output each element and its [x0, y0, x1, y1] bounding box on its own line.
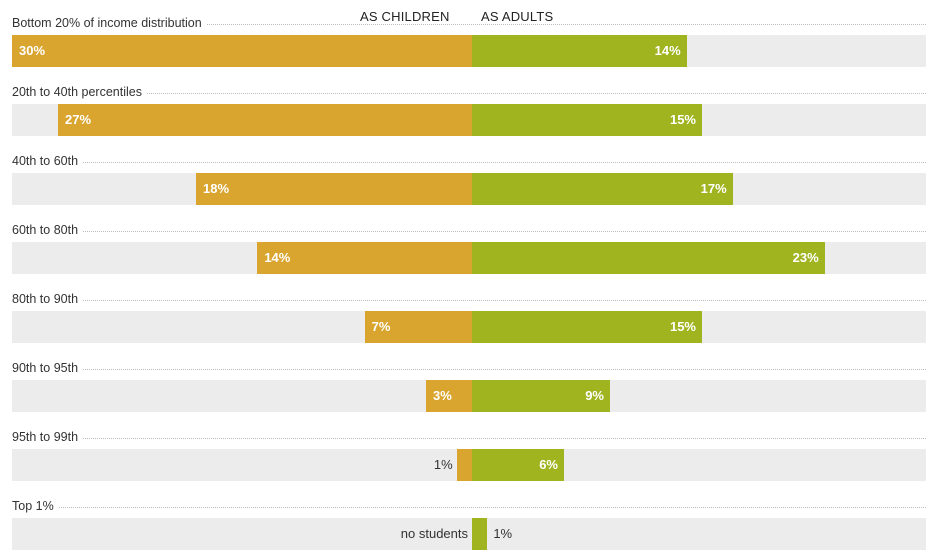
category-label: 40th to 60th	[12, 153, 83, 169]
bar-track	[12, 518, 926, 550]
row-divider	[12, 24, 926, 25]
row-divider	[12, 438, 926, 439]
bar-adults	[472, 380, 610, 412]
label-children: 27%	[65, 112, 92, 127]
bar-group: Bottom 20% of income distribution 30% 14%	[0, 15, 926, 75]
bar-children	[196, 173, 472, 205]
category-label: 60th to 80th	[12, 222, 83, 238]
bar-children	[257, 242, 472, 274]
bar-children	[456, 449, 472, 481]
bar-adults	[472, 104, 702, 136]
bar-group: 60th to 80th 14% 23%	[0, 222, 926, 282]
header-adults: AS ADULTS	[481, 9, 554, 24]
bar-children	[426, 380, 472, 412]
row-divider	[12, 93, 926, 94]
label-children: 14%	[264, 250, 291, 265]
bar-children	[58, 104, 472, 136]
bar-adults	[472, 449, 564, 481]
row-divider	[12, 300, 926, 301]
label-children: 18%	[203, 181, 230, 196]
row-divider	[12, 369, 926, 370]
category-label: Bottom 20% of income distribution	[12, 15, 206, 31]
label-children: 30%	[19, 43, 46, 58]
bar-adults	[472, 35, 687, 67]
label-children: no students	[400, 526, 468, 541]
bar-group: Top 1% no students 1%	[0, 498, 926, 558]
category-label: 20th to 40th percentiles	[12, 84, 146, 100]
bar-group: 90th to 95th 3% 9%	[0, 360, 926, 420]
bar-adults	[472, 311, 702, 343]
category-label: 90th to 95th	[12, 360, 83, 376]
bar-adults	[472, 173, 733, 205]
row-divider	[12, 507, 926, 508]
row-divider	[12, 231, 926, 232]
label-children: 7%	[371, 319, 391, 334]
bar-group: 40th to 60th 18% 17%	[0, 153, 926, 213]
category-label: 95th to 99th	[12, 429, 83, 445]
bar-adults	[472, 518, 488, 550]
category-label: Top 1%	[12, 498, 58, 514]
label-children: 3%	[433, 388, 452, 403]
label-adults: 1%	[493, 526, 513, 541]
label-adults: 6%	[539, 457, 558, 472]
header-children: AS CHILDREN	[360, 9, 450, 24]
bar-group: 95th to 99th 1% 6%	[0, 429, 926, 489]
bar-group: 20th to 40th percentiles 27% 15%	[0, 84, 926, 144]
label-adults: 17%	[700, 181, 727, 196]
label-adults: 23%	[792, 250, 819, 265]
bar-children	[364, 311, 472, 343]
bar-children	[12, 35, 472, 67]
label-adults: 9%	[585, 388, 604, 403]
row-divider	[12, 162, 926, 163]
bar-group: 80th to 90th 7% 15%	[0, 291, 926, 351]
label-adults: 15%	[669, 112, 696, 127]
label-adults: 14%	[654, 43, 681, 58]
bar-adults	[472, 242, 825, 274]
label-children: 1%	[433, 457, 453, 472]
label-adults: 15%	[669, 319, 696, 334]
category-label: 80th to 90th	[12, 291, 83, 307]
